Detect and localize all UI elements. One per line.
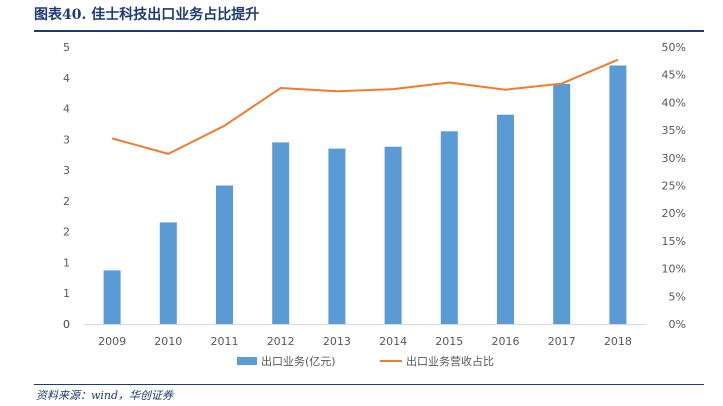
x-tick-label: 2011 — [211, 335, 239, 348]
right-tick-label: 35% — [662, 124, 686, 137]
bar-2015 — [440, 131, 458, 324]
right-tick-label: 30% — [662, 152, 686, 165]
bar-2016 — [497, 114, 514, 324]
legend: 出口业务(亿元) 出口业务营收占比 — [237, 354, 494, 368]
x-axis: 2009 2010 2011 2012 2013 2014 2015 2016 2017 2018 — [98, 335, 632, 348]
right-tick-label: 20% — [662, 207, 686, 220]
x-tick-label: 2017 — [548, 335, 576, 348]
source-note: 资料来源：wind，华创证券 — [36, 389, 174, 402]
x-tick-label: 2016 — [492, 335, 520, 348]
title-rule — [34, 30, 704, 32]
left-tick-label: 3 — [63, 133, 70, 146]
x-tick-label: 2012 — [267, 335, 295, 348]
x-tick-label: 2009 — [98, 335, 126, 348]
bar-2018 — [609, 65, 627, 324]
bar-2012 — [272, 142, 290, 324]
x-tick-label: 2018 — [604, 335, 632, 348]
legend-swatch-bar — [237, 357, 257, 365]
plot-area — [84, 58, 646, 325]
bar-2017 — [553, 83, 571, 325]
x-tick-label: 2015 — [435, 335, 463, 348]
footer-rule — [34, 384, 704, 385]
legend-label-bar: 出口业务(亿元) — [261, 354, 336, 368]
right-tick-label: 50% — [662, 41, 686, 54]
left-tick-label: 4 — [63, 72, 70, 85]
right-tick-label: 25% — [662, 180, 686, 193]
right-tick-label: 10% — [662, 263, 686, 276]
left-tick-label: 2 — [63, 195, 70, 208]
bar-2014 — [384, 146, 402, 324]
left-tick-label: 1 — [63, 256, 70, 269]
line-series-export-share — [111, 58, 619, 155]
bar-2010 — [159, 222, 177, 324]
chart-title: 图表40. 佳士科技出口业务占比提升 — [34, 7, 260, 23]
right-tick-label: 45% — [662, 69, 686, 82]
left-tick-label: 1 — [63, 287, 70, 300]
bar-2011 — [216, 185, 233, 324]
right-axis: 0% 5% 10% 15% 20% 25% 30% 35% 40% 45% 50% — [662, 41, 686, 331]
right-tick-label: 5% — [669, 290, 686, 303]
bar-2009 — [103, 270, 121, 324]
left-tick-label: 3 — [63, 164, 70, 177]
legend-label-line: 出口业务营收占比 — [406, 354, 494, 368]
left-tick-label: 4 — [63, 103, 70, 116]
right-tick-label: 15% — [662, 235, 686, 248]
left-tick-label: 0 — [63, 318, 70, 331]
right-tick-label: 40% — [662, 96, 686, 109]
x-tick-label: 2010 — [154, 335, 182, 348]
x-tick-label: 2014 — [379, 335, 407, 348]
left-tick-label: 5 — [63, 41, 70, 54]
right-tick-label: 0% — [669, 318, 686, 331]
left-tick-label: 2 — [63, 226, 70, 239]
left-tick-label: 0 — [63, 318, 70, 331]
bar-2013 — [328, 148, 346, 324]
x-tick-label: 2013 — [323, 335, 351, 348]
